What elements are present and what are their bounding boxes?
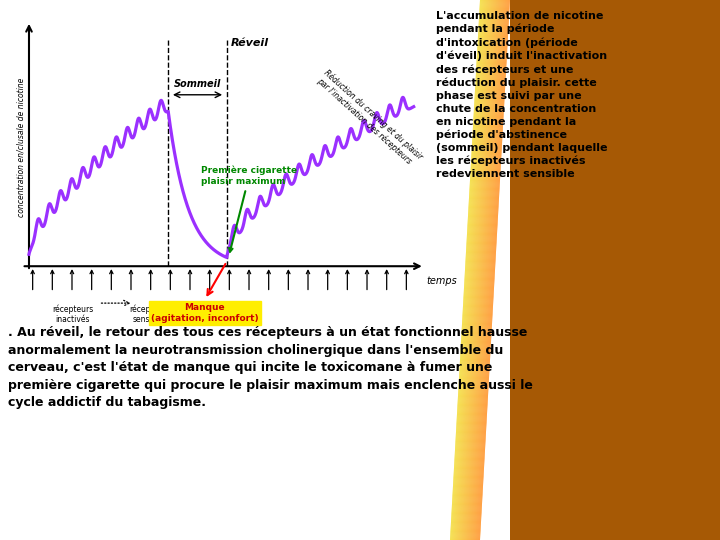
Text: Réveil: Réveil — [230, 38, 269, 48]
Text: Première cigarette
plaisir maximum: Première cigarette plaisir maximum — [201, 166, 297, 252]
Polygon shape — [454, 0, 485, 540]
Text: temps: temps — [426, 276, 457, 286]
Polygon shape — [478, 0, 508, 540]
Polygon shape — [461, 0, 492, 540]
Polygon shape — [467, 0, 498, 540]
Polygon shape — [479, 0, 509, 540]
Polygon shape — [451, 0, 482, 540]
Polygon shape — [451, 0, 481, 540]
Polygon shape — [462, 0, 492, 540]
Polygon shape — [474, 0, 505, 540]
Polygon shape — [459, 0, 490, 540]
Polygon shape — [466, 0, 496, 540]
Polygon shape — [476, 0, 506, 540]
Text: récepteurs
sensibles: récepteurs sensibles — [130, 305, 171, 324]
Polygon shape — [462, 0, 492, 540]
Polygon shape — [460, 0, 490, 540]
Polygon shape — [456, 0, 487, 540]
Polygon shape — [469, 0, 500, 540]
Polygon shape — [469, 0, 499, 540]
Polygon shape — [461, 0, 491, 540]
Text: récepteurs
inactivés: récepteurs inactivés — [53, 305, 94, 324]
Polygon shape — [477, 0, 508, 540]
Polygon shape — [469, 0, 500, 540]
Polygon shape — [473, 0, 503, 540]
Polygon shape — [471, 0, 502, 540]
Polygon shape — [457, 0, 488, 540]
Polygon shape — [477, 0, 507, 540]
Polygon shape — [454, 0, 484, 540]
Polygon shape — [457, 0, 487, 540]
Polygon shape — [463, 0, 493, 540]
Polygon shape — [458, 0, 488, 540]
Polygon shape — [466, 0, 497, 540]
Text: . Au réveil, le retour des tous ces récepteurs à un état fonctionnel hausse
anor: . Au réveil, le retour des tous ces réce… — [8, 326, 533, 409]
Polygon shape — [465, 0, 495, 540]
Polygon shape — [477, 0, 508, 540]
Polygon shape — [464, 0, 494, 540]
Text: Manque
(agitation, inconfort): Manque (agitation, inconfort) — [151, 303, 258, 322]
Polygon shape — [459, 0, 489, 540]
Polygon shape — [455, 0, 485, 540]
Polygon shape — [467, 0, 498, 540]
Polygon shape — [456, 0, 486, 540]
Polygon shape — [462, 0, 493, 540]
Polygon shape — [464, 0, 495, 540]
Polygon shape — [475, 0, 505, 540]
Polygon shape — [480, 0, 510, 540]
Polygon shape — [453, 0, 484, 540]
Polygon shape — [472, 0, 503, 540]
Text: L'accumulation de nicotine
pendant la période
d'intoxication (période
d'éveil) i: L'accumulation de nicotine pendant la pé… — [436, 11, 607, 179]
Polygon shape — [479, 0, 510, 540]
Text: Sommeil: Sommeil — [174, 79, 221, 89]
Polygon shape — [456, 0, 487, 540]
Polygon shape — [451, 0, 482, 540]
Polygon shape — [452, 0, 482, 540]
Polygon shape — [474, 0, 505, 540]
Text: concentration en/clusale de nicotine: concentration en/clusale de nicotine — [17, 77, 25, 217]
Polygon shape — [459, 0, 490, 540]
Polygon shape — [475, 0, 506, 540]
Polygon shape — [467, 0, 497, 540]
Polygon shape — [474, 0, 504, 540]
Polygon shape — [452, 0, 483, 540]
Polygon shape — [468, 0, 498, 540]
Polygon shape — [472, 0, 502, 540]
Polygon shape — [510, 0, 720, 540]
Polygon shape — [472, 0, 503, 540]
Polygon shape — [454, 0, 485, 540]
Polygon shape — [470, 0, 501, 540]
Polygon shape — [450, 0, 480, 540]
Polygon shape — [470, 0, 500, 540]
Text: Réduction du craving et du plaisir
par l'inactivation des récepteurs: Réduction du craving et du plaisir par l… — [315, 68, 424, 170]
Polygon shape — [464, 0, 495, 540]
